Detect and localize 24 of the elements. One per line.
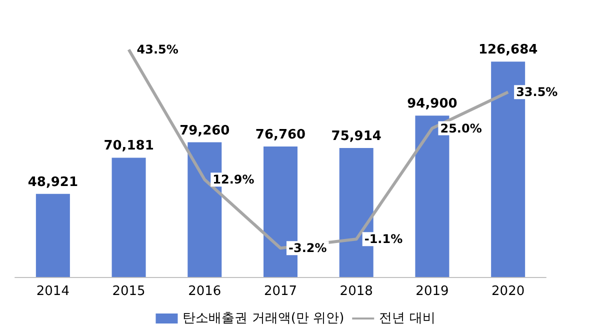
legend-label: 탄소배출권 거래액(만 위안): [182, 311, 344, 326]
data-label: 76,760: [255, 128, 306, 143]
x-tick-label: 2019: [416, 284, 449, 299]
data-label: 94,900: [407, 96, 458, 112]
data-label: 70,181: [104, 138, 154, 154]
x-tick-label: 2014: [36, 284, 70, 299]
x-tick-label: 2016: [188, 284, 222, 299]
legend-label: 전년 대비: [379, 311, 436, 326]
x-tick-label: 2018: [340, 284, 373, 299]
data-label: 12.9%: [212, 172, 254, 187]
data-label: 25.0%: [440, 121, 482, 136]
x-tick-label: 2020: [492, 284, 525, 299]
data-label: 126,684: [478, 42, 538, 58]
data-label: 33.5%: [516, 85, 558, 100]
bar: [112, 158, 146, 277]
x-tick-label: 2015: [112, 284, 146, 299]
bar: [36, 194, 70, 277]
data-label: -3.2%: [288, 241, 327, 256]
data-label: 75,914: [331, 128, 382, 144]
data-label: 48,921: [28, 174, 78, 190]
data-label: -1.1%: [364, 232, 403, 246]
x-tick-label: 2017: [264, 284, 298, 299]
data-label: 79,260: [180, 123, 230, 138]
data-label: 43.5%: [136, 42, 178, 57]
